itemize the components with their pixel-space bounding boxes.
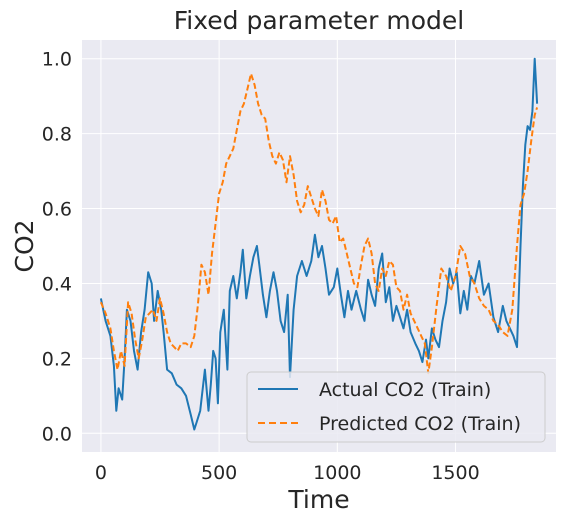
- series-line-actual: [99, 57, 539, 431]
- y-tick-label: 0.6: [42, 199, 72, 221]
- y-tick-label: 0.4: [42, 273, 72, 295]
- series-line-predicted: [99, 72, 539, 375]
- grid-lines: [82, 40, 556, 452]
- y-tick-label: 1.0: [42, 49, 72, 71]
- chart-title: Fixed parameter model: [174, 6, 465, 35]
- legend-label-predicted: Predicted CO2 (Train): [319, 413, 521, 435]
- x-tick-label: 500: [201, 462, 237, 484]
- x-tick-label: 1500: [431, 462, 479, 484]
- y-tick-label: 0.8: [42, 124, 72, 146]
- series-lines: [99, 57, 539, 431]
- y-tick-label: 0.0: [42, 423, 72, 445]
- y-tick-label: 0.2: [42, 348, 72, 370]
- legend: Actual CO2 (Train) Predicted CO2 (Train): [246, 371, 546, 443]
- y-tick-labels: 0.0 0.2 0.4 0.6 0.8 1.0: [42, 49, 72, 446]
- legend-box: [246, 371, 546, 443]
- x-axis-title: Time: [287, 485, 349, 514]
- x-tick-label: 1000: [313, 462, 361, 484]
- y-axis-title: CO2: [10, 219, 39, 272]
- legend-label-actual: Actual CO2 (Train): [319, 379, 491, 401]
- x-tick-label: 0: [95, 462, 107, 484]
- x-tick-labels: 0 500 1000 1500: [95, 462, 480, 484]
